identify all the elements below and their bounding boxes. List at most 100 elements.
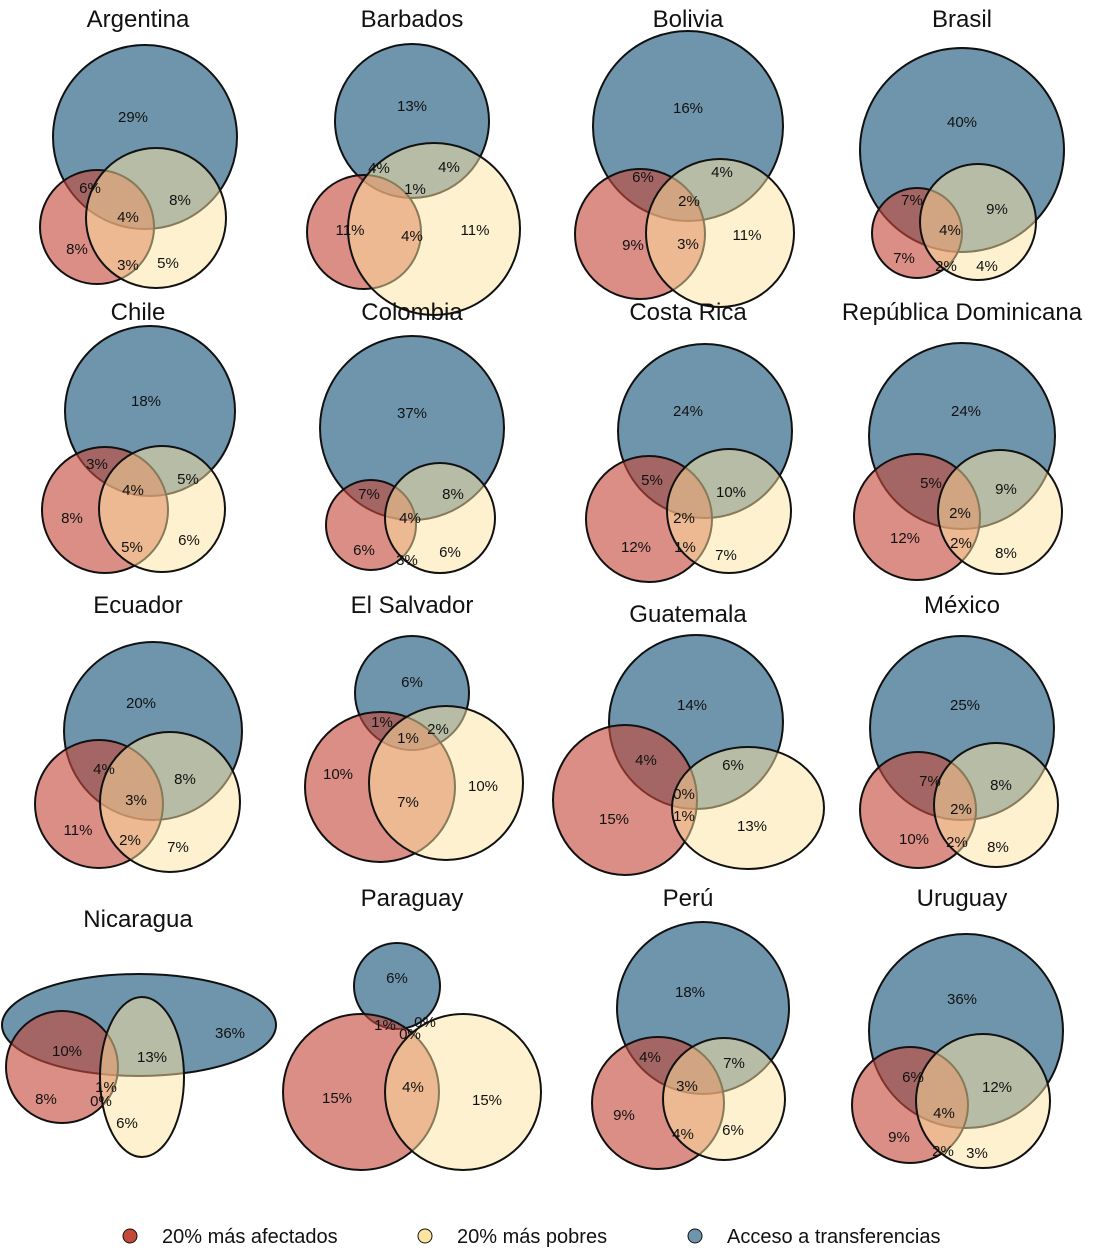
region-label-afectados-y-pobres: 3% xyxy=(117,257,139,274)
region-label-los-tres: 2% xyxy=(678,193,700,210)
region-label-afectados-y-transferencias: 6% xyxy=(902,1069,924,1086)
legend-label-pobres: 20% más pobres xyxy=(457,1226,607,1248)
pobres-set xyxy=(99,996,185,1158)
venn-panel: Costa Rica 24% 5% 10% 2% 12% 1% 7% xyxy=(585,299,793,583)
region-label-afectados-y-pobres: 2% xyxy=(932,1143,954,1160)
pobres-set xyxy=(645,158,795,308)
region-label-solo-afectados: 7% xyxy=(893,250,915,267)
region-label-solo-transferencias: 13% xyxy=(397,98,427,115)
region-label-solo-transferencias: 25% xyxy=(950,697,980,714)
venn-panel: Chile 18% 3% 5% 4% 8% 5% 6% xyxy=(41,299,236,574)
region-label-afectados-y-transferencias: 10% xyxy=(52,1043,82,1060)
region-label-pobres-y-transferencias: 10% xyxy=(716,484,746,501)
region-label-solo-pobres: 6% xyxy=(178,532,200,549)
venn-panel: Bolivia 16% 6% 4% 2% 9% 3% 11% xyxy=(574,6,795,308)
region-label-los-tres: 0% xyxy=(673,786,695,803)
region-label-solo-pobres: 11% xyxy=(461,222,490,239)
pobres-set xyxy=(915,1033,1051,1169)
pobres-set xyxy=(937,449,1063,575)
region-label-pobres-y-transferencias: 12% xyxy=(982,1079,1012,1096)
region-label-solo-pobres: 6% xyxy=(116,1115,138,1132)
region-label-afectados-y-pobres: 4% xyxy=(402,1079,424,1096)
pobres-set xyxy=(384,462,496,574)
region-label-solo-pobres: 10% xyxy=(468,778,498,795)
venn-panel: Brasil 40% 7% 9% 4% 7% 2% 4% xyxy=(859,6,1065,281)
region-label-los-tres: 0% xyxy=(399,1026,421,1043)
region-label-solo-afectados: 11% xyxy=(336,222,365,239)
region-label-pobres-y-transferencias: 9% xyxy=(986,201,1008,218)
region-label-solo-afectados: 12% xyxy=(890,530,920,547)
panel-title: Perú xyxy=(663,885,714,912)
region-label-afectados-y-pobres: 0% xyxy=(90,1093,112,1110)
panel-title: Chile xyxy=(111,299,166,326)
panel-title: República Dominicana xyxy=(842,299,1083,326)
region-label-solo-pobres: 7% xyxy=(167,839,189,856)
region-label-afectados-y-transferencias: 3% xyxy=(86,456,108,473)
region-label-afectados-y-pobres: 4% xyxy=(672,1126,694,1143)
region-label-afectados-y-pobres: 7% xyxy=(397,794,419,811)
region-label-solo-afectados: 9% xyxy=(888,1129,910,1146)
panel-title: México xyxy=(924,592,1000,619)
panel-title: Nicaragua xyxy=(83,906,193,933)
region-label-pobres-y-transferencias: 9% xyxy=(995,481,1017,498)
venn-panel: Guatemala 14% 4% 6% 0% 15% 1% 13% xyxy=(552,601,825,876)
region-label-solo-transferencias: 29% xyxy=(118,109,148,126)
venn-panel: Nicaragua 36% 10% 13% 1% 8% 0%6% xyxy=(1,906,277,1158)
region-label-afectados-y-transferencias: 4% xyxy=(368,160,390,177)
region-label-afectados-y-transferencias: 7% xyxy=(358,486,380,503)
region-label-afectados-y-transferencias: 4% xyxy=(639,1049,661,1066)
venn-panel: Uruguay 36% 6% 12% 4% 9% 2% 3% xyxy=(851,885,1064,1169)
pobres-set xyxy=(671,746,825,870)
region-label-afectados-y-pobres: 3% xyxy=(677,236,699,253)
panel-title: Guatemala xyxy=(629,601,747,628)
venn-panel: El Salvador 6% 1% 2% 1% 10% 7% 10% xyxy=(304,592,524,863)
region-label-los-tres: 3% xyxy=(676,1078,698,1095)
region-label-solo-afectados: 6% xyxy=(353,542,375,559)
region-label-afectados-y-pobres: 2% xyxy=(119,832,141,849)
region-label-solo-afectados: 9% xyxy=(622,237,644,254)
region-label-solo-transferencias: 40% xyxy=(947,114,977,131)
region-label-pobres-y-transferencias: 5% xyxy=(177,471,199,488)
region-label-afectados-y-transferencias: 5% xyxy=(920,475,942,492)
region-label-solo-pobres: 13% xyxy=(737,818,767,835)
region-label-pobres-y-transferencias: 2% xyxy=(427,721,449,738)
region-label-solo-pobres: 6% xyxy=(439,544,461,561)
region-label-pobres-y-transferencias: 4% xyxy=(711,164,733,181)
region-label-afectados-y-transferencias: 1% xyxy=(374,1017,396,1034)
region-label-afectados-y-pobres: 2% xyxy=(946,834,968,851)
region-label-afectados-y-transferencias: 1% xyxy=(371,714,393,731)
panel-title: Argentina xyxy=(87,6,190,33)
venn-panel: Perú 18% 4% 7% 3% 9% 4% 6% xyxy=(591,885,790,1170)
panel-title: Barbados xyxy=(361,6,464,33)
pobres-set xyxy=(368,705,524,861)
region-label-pobres-y-transferencias: 4% xyxy=(438,159,460,176)
region-label-pobres-y-transferencias: 8% xyxy=(169,192,191,209)
region-label-los-tres: 2% xyxy=(950,801,972,818)
region-label-solo-afectados: 15% xyxy=(322,1090,352,1107)
region-label-solo-pobres: 11% xyxy=(733,227,762,244)
region-label-los-tres: 2% xyxy=(673,510,695,527)
pobres-set xyxy=(99,731,241,873)
region-label-solo-afectados: 15% xyxy=(599,811,629,828)
region-label-solo-pobres: 3% xyxy=(966,1145,988,1162)
region-label-solo-transferencias: 24% xyxy=(673,403,703,420)
region-label-solo-transferencias: 18% xyxy=(131,393,161,410)
region-label-solo-afectados: 8% xyxy=(61,510,83,527)
region-label-solo-transferencias: 6% xyxy=(401,674,423,691)
panel-title: Costa Rica xyxy=(629,299,747,326)
region-label-los-tres: 1% xyxy=(404,181,426,198)
region-label-los-tres: 1% xyxy=(95,1079,117,1096)
region-label-los-tres: 4% xyxy=(939,222,961,239)
region-label-solo-pobres: 15% xyxy=(472,1092,502,1109)
pobres-set xyxy=(85,147,227,289)
region-label-solo-transferencias: 24% xyxy=(951,403,981,420)
legend-label-transferencias: Acceso a transferencias xyxy=(727,1226,940,1248)
region-label-solo-transferencias: 16% xyxy=(673,100,703,117)
region-label-solo-pobres: 4% xyxy=(976,258,998,275)
region-label-afectados-y-transferencias: 7% xyxy=(919,773,941,790)
panel-title: Colombia xyxy=(361,299,463,326)
venn-panel: México 25% 7% 8% 2% 10% 2% 8% xyxy=(859,592,1059,869)
region-label-solo-afectados: 8% xyxy=(35,1091,57,1108)
